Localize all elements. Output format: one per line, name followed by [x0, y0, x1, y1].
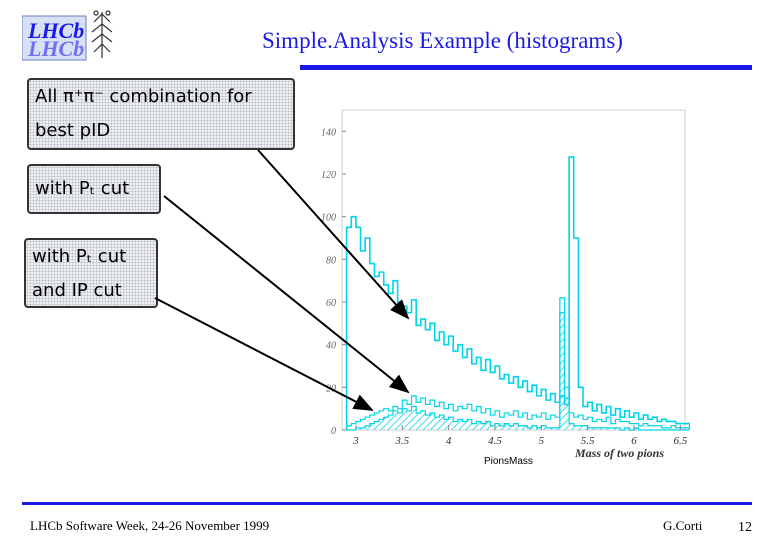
box1-line1: All π⁺π⁻ combination for — [35, 86, 252, 107]
box1-line2: best pID — [35, 120, 111, 141]
x-tick-label: 4.5 — [488, 435, 502, 447]
histogram-series-3 — [346, 312, 690, 431]
arrow-pt — [163, 195, 410, 394]
annotation-pt-ip-cut: with Pₜ cut and IP cut — [24, 238, 158, 308]
x-tick-label: 6.5 — [673, 435, 687, 447]
x-axis-label: Mass of two pions — [575, 446, 665, 460]
slide-title: Simple.Analysis Example (histograms) — [262, 28, 623, 53]
x-tick-label: 3 — [352, 435, 359, 447]
x-tick-label: 5.5 — [581, 435, 595, 447]
svg-text:LHCb: LHCb — [27, 36, 84, 61]
y-tick-label: 40 — [326, 341, 336, 352]
box3-line1: with Pₜ cut — [32, 246, 127, 267]
detector-figures-icon — [91, 10, 113, 58]
annotation-pt-cut: with Pₜ cut — [27, 164, 161, 214]
logo-text: LHCb — [27, 18, 84, 43]
footer-divider — [22, 502, 752, 505]
page-number: 12 — [738, 520, 752, 535]
box2-line1: with Pₜ cut — [35, 178, 130, 199]
y-tick-label: 0 — [331, 426, 336, 437]
y-tick-label: 80 — [326, 255, 336, 266]
x-tick-label: 5 — [539, 435, 545, 447]
y-tick-label: 60 — [326, 298, 336, 309]
x-tick-label: 3.5 — [394, 435, 409, 447]
histogram-name: PionsMass — [484, 456, 533, 467]
y-tick-label: 100 — [321, 213, 336, 224]
lhcb-logo: LHCb LHCb — [22, 10, 113, 61]
annotation-all-combinations: All π⁺π⁻ combination for best pID — [27, 78, 295, 150]
x-tick-label: 6 — [631, 435, 637, 447]
y-tick-label: 140 — [321, 127, 336, 138]
arrow-all — [257, 149, 410, 320]
y-tick-label: 120 — [321, 170, 336, 181]
x-tick-label: 4 — [446, 435, 452, 447]
histogram-series-2 — [346, 297, 690, 430]
footer-author: G.Corti — [663, 518, 703, 533]
arrow-pt-ip — [154, 297, 374, 411]
footer-event: LHCb Software Week, 24-26 November 1999 — [30, 518, 270, 533]
title-divider — [300, 65, 752, 70]
box3-line2: and IP cut — [32, 280, 122, 301]
